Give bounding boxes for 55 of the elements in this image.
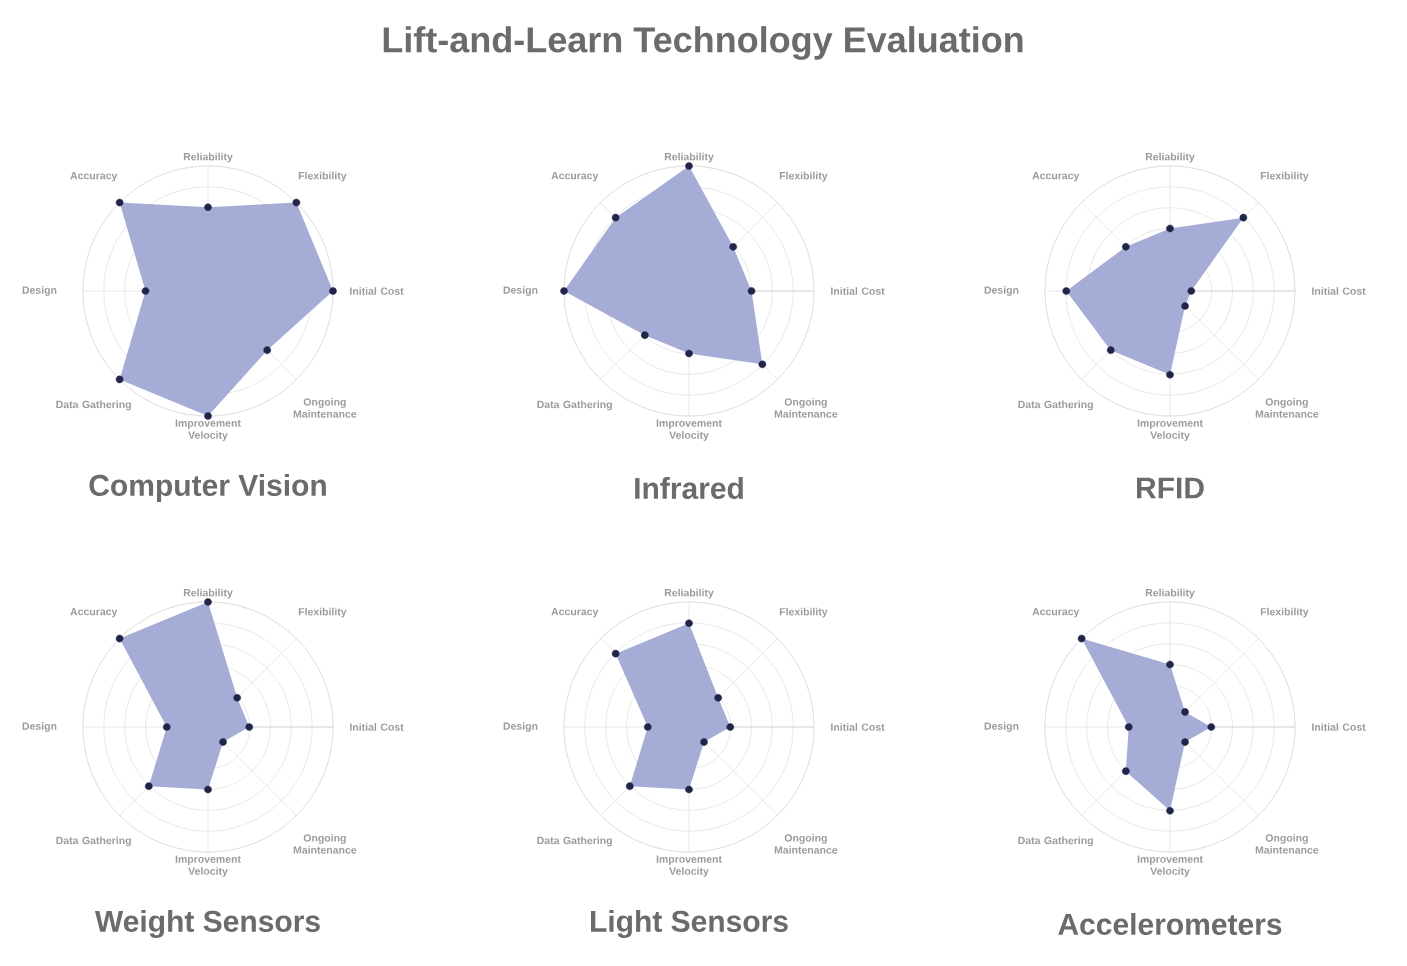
spoke-label: Initial Cost <box>1312 287 1366 295</box>
spoke-label: Initial Cost <box>350 287 404 295</box>
spoke-label: Ongoing Maintenance <box>774 397 838 418</box>
spoke-label: Design <box>984 286 1019 296</box>
spoke-label: Reliability <box>1145 152 1195 163</box>
spoke-label: Flexibility <box>298 171 347 182</box>
text: Accelerometers <box>1058 912 1282 936</box>
spoke-label: Design <box>22 286 57 296</box>
spoke-label: Flexibility <box>779 607 828 618</box>
spoke-label: Data Gathering <box>56 400 131 411</box>
spoke-label: Initial Cost <box>1312 723 1366 731</box>
spoke-label: Reliability <box>664 152 714 163</box>
spoke-label: Initial Cost <box>831 723 885 731</box>
text: Lift-and-Learn Technology Evaluation <box>383 26 1023 60</box>
spoke-label: Initial Cost <box>831 287 885 295</box>
spoke-label: Improvement Velocity <box>656 419 722 441</box>
spoke-label: Accuracy <box>551 608 599 618</box>
spoke-label: Data Gathering <box>1018 836 1093 847</box>
text: Weight Sensors <box>94 909 320 939</box>
spoke-label: Design <box>503 722 538 732</box>
spoke-label: Ongoing Maintenance <box>1255 834 1319 854</box>
text: Light Sensors <box>591 909 788 939</box>
spoke-label: Data Gathering <box>537 400 612 411</box>
spoke-label: Design <box>22 722 57 732</box>
text: Infrared <box>635 476 743 500</box>
spoke-label: Reliability <box>183 588 233 599</box>
spoke-label: Improvement Velocity <box>1137 419 1203 441</box>
text: Computer Vision <box>89 474 326 502</box>
spoke-label: Improvement Velocity <box>175 855 241 877</box>
spoke-label: Improvement Velocity <box>175 419 241 441</box>
spoke-label: Data Gathering <box>537 836 612 847</box>
spoke-label: Ongoing Maintenance <box>1255 397 1319 418</box>
spoke-label: Accuracy <box>1032 608 1080 618</box>
spoke-label: Reliability <box>1145 588 1195 599</box>
spoke-label: Ongoing Maintenance <box>774 834 838 854</box>
spoke-label: Reliability <box>183 152 233 163</box>
spoke-label: Accuracy <box>551 172 599 182</box>
spoke-label: Ongoing Maintenance <box>293 397 357 418</box>
spoke-label: Flexibility <box>779 171 828 182</box>
spoke-label: Ongoing Maintenance <box>293 834 357 854</box>
spoke-label: Data Gathering <box>1018 400 1093 411</box>
text: RFID <box>1137 477 1204 499</box>
spoke-label: Data Gathering <box>56 836 131 847</box>
spoke-label: Accuracy <box>70 172 118 182</box>
spoke-label: Reliability <box>664 588 714 599</box>
spoke-label: Design <box>503 286 538 296</box>
spoke-label: Improvement Velocity <box>1137 855 1203 877</box>
spoke-label: Initial Cost <box>350 723 404 731</box>
spoke-label: Improvement Velocity <box>656 855 722 877</box>
spoke-label: Flexibility <box>298 607 347 618</box>
spoke-label: Design <box>984 722 1019 732</box>
spoke-label: Flexibility <box>1260 607 1309 618</box>
spoke-label: Accuracy <box>70 608 118 618</box>
spoke-label: Accuracy <box>1032 172 1080 182</box>
spoke-label: Flexibility <box>1260 171 1309 182</box>
